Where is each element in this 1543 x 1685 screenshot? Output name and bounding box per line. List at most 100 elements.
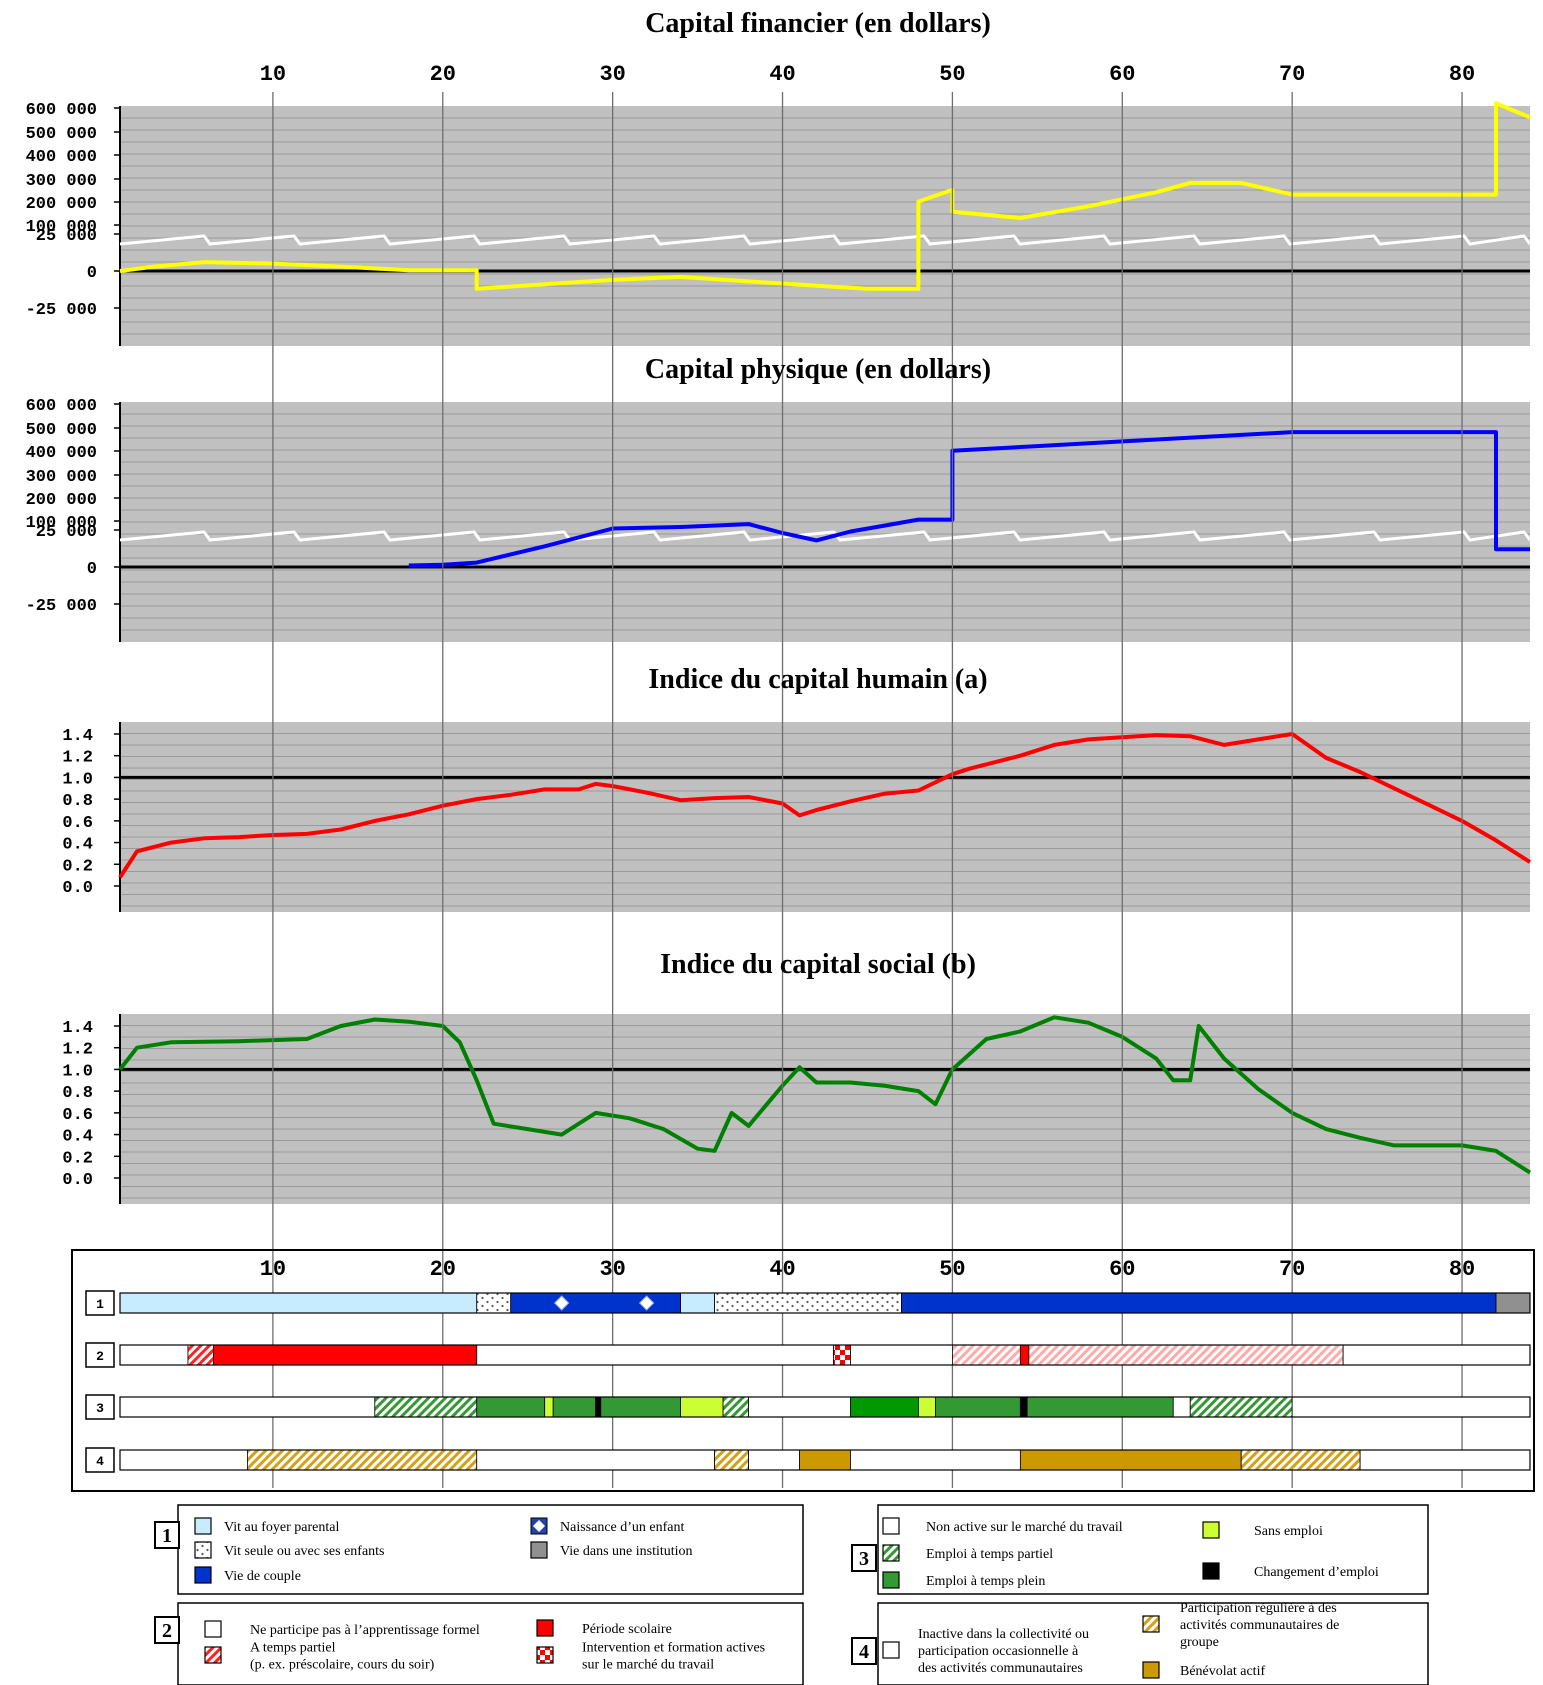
legend-swatch <box>882 1571 900 1589</box>
legend-label: Participation régulière à des activités c… <box>1180 1601 1339 1650</box>
y-tick-label: -25 000 <box>26 597 97 616</box>
timeline-segment <box>748 1449 800 1471</box>
legend-label-line: Ne participe pas à l’apprentissage forme… <box>250 1623 480 1638</box>
timeline-segment <box>476 1344 834 1366</box>
legend-label-line: groupe <box>1180 1635 1219 1650</box>
timeline-bar-outline <box>119 1449 1531 1471</box>
y-tick-label: 1.2 <box>62 1041 93 1060</box>
legend-label-line: Participation régulière à des <box>1180 1601 1337 1616</box>
chart-title-financier: Capital financier (en dollars) <box>645 8 991 39</box>
timeline-x-tick-label: 20 <box>430 1257 456 1282</box>
timeline-frame <box>71 1249 1535 1492</box>
timeline-segment <box>1359 1449 1531 1471</box>
timeline-segment <box>119 1344 189 1366</box>
legend-label-line: Période scolaire <box>582 1622 672 1637</box>
timeline-segment <box>1342 1344 1531 1366</box>
legend-label-line: Intervention et formation actives <box>582 1641 765 1656</box>
y-tick-label: 25 000 <box>36 523 97 542</box>
timeline-segment <box>119 1449 248 1471</box>
timeline-segment <box>374 1396 478 1418</box>
timeline-row-1: 1 <box>85 1290 1531 1316</box>
timeline-segment <box>1019 1344 1030 1366</box>
legend-item: Emploi à temps plein <box>882 1571 1045 1589</box>
y-tick-label: 0 <box>87 264 97 283</box>
legend-label: Non active sur le marché du travail <box>926 1520 1123 1535</box>
legend-number: 2 <box>162 1620 172 1642</box>
legend-label: Emploi à temps partiel <box>926 1547 1053 1562</box>
chart-title-social: Indice du capital social (b) <box>660 949 976 980</box>
legend-frame <box>877 1504 1429 1595</box>
plot-background <box>120 1014 1530 1204</box>
timeline-bar-outline <box>119 1396 1531 1418</box>
series-line <box>408 430 1530 568</box>
legends: 1 Vit au foyer parental Naissance d’un enf… <box>154 1504 1429 1685</box>
y-tick-label: 400 000 <box>26 148 97 167</box>
legend-swatch <box>204 1646 222 1664</box>
legend-label-line: Vit seule ou avec ses enfants <box>224 1544 385 1559</box>
plot-background <box>120 722 1530 912</box>
legend-label-line: Sans emploi <box>1254 1524 1323 1539</box>
legend-box-1: 1 Vit au foyer parental Naissance d’un enf… <box>154 1504 804 1595</box>
legend-item: Inactive dans la collectivité ou particip… <box>882 1627 1089 1676</box>
legend-label: Ne participe pas à l’apprentissage forme… <box>250 1623 480 1638</box>
timeline-x-tick-label: 60 <box>1109 1257 1135 1282</box>
row-number: 4 <box>96 1454 104 1469</box>
x-tick-label: 50 <box>939 62 965 87</box>
timeline-segment <box>680 1292 715 1314</box>
legend-item: Emploi à temps partiel <box>882 1544 1053 1562</box>
timeline-segment <box>1291 1396 1531 1418</box>
timeline-segment <box>119 1396 376 1418</box>
legend-swatch <box>882 1544 900 1562</box>
timeline-segment <box>714 1292 902 1314</box>
y-tick-label: 1.0 <box>62 770 93 789</box>
y-tick-label: 600 000 <box>26 397 97 416</box>
legend-swatch <box>882 1641 900 1659</box>
timeline-segment <box>1026 1396 1174 1418</box>
timeline-segment <box>1495 1292 1531 1314</box>
y-tick-label: 1.4 <box>62 1019 93 1038</box>
legend-label: Vie de couple <box>224 1569 301 1584</box>
timeline-row-4: 4 <box>85 1447 1531 1473</box>
legend-item: Participation régulière à des activités c… <box>1142 1601 1339 1650</box>
legend-label-line: Vit au foyer parental <box>224 1520 339 1535</box>
y-tick-label: 0.0 <box>62 1171 93 1190</box>
timeline-x-tick-label: 40 <box>769 1257 795 1282</box>
y-tick-label: 0.6 <box>62 1106 93 1125</box>
timeline-segment <box>918 1396 936 1418</box>
chart-panel-2: 1.4 1.2 1.0 0.8 0.6 0.4 0.2 0.0 <box>62 722 1532 912</box>
timeline-segment <box>119 1292 478 1314</box>
x-tick-label: 10 <box>260 62 286 87</box>
legend-swatch <box>536 1619 554 1637</box>
legend-label-line: des activités communautaires <box>918 1661 1083 1676</box>
chart-panel-3: 1.4 1.2 1.0 0.8 0.6 0.4 0.2 0.0 <box>62 1014 1532 1204</box>
y-tick-label: 200 000 <box>26 491 97 510</box>
timeline-segment <box>476 1449 715 1471</box>
axis-break <box>119 530 1532 542</box>
y-tick-label: 25 000 <box>36 227 97 246</box>
timeline-segment <box>833 1344 851 1366</box>
legend-label: Vie dans une institution <box>560 1544 693 1559</box>
legend-label: Emploi à temps plein <box>926 1574 1045 1589</box>
birth-icon <box>553 1295 570 1311</box>
legend-swatch <box>194 1541 212 1559</box>
y-tick-label: 1.0 <box>62 1062 93 1081</box>
legend-swatch <box>882 1517 900 1535</box>
x-tick-label: 80 <box>1449 62 1475 87</box>
timeline: 10 20 30 40 50 60 70 80 1 2 3 4 <box>85 1257 1531 1473</box>
timeline-segment <box>748 1396 851 1418</box>
timeline-segment <box>600 1396 682 1418</box>
legend-label-line: sur le marché du travail <box>582 1658 714 1673</box>
legend-label: Inactive dans la collectivité ou particip… <box>918 1627 1089 1676</box>
legend-label: A temps partiel (p. ex. préscolaire, cour… <box>250 1641 435 1673</box>
legend-frame <box>177 1504 804 1595</box>
y-tick-label: 0.2 <box>62 857 93 876</box>
y-tick-label: -25 000 <box>26 301 97 320</box>
legend-swatch <box>1142 1661 1160 1679</box>
legend-swatch <box>1202 1562 1220 1580</box>
y-tick-label: 300 000 <box>26 172 97 191</box>
legend-number-box <box>851 1544 877 1572</box>
timeline-segment <box>1019 1396 1028 1418</box>
y-tick-label: 0 <box>87 560 97 579</box>
series-line <box>119 101 1531 291</box>
